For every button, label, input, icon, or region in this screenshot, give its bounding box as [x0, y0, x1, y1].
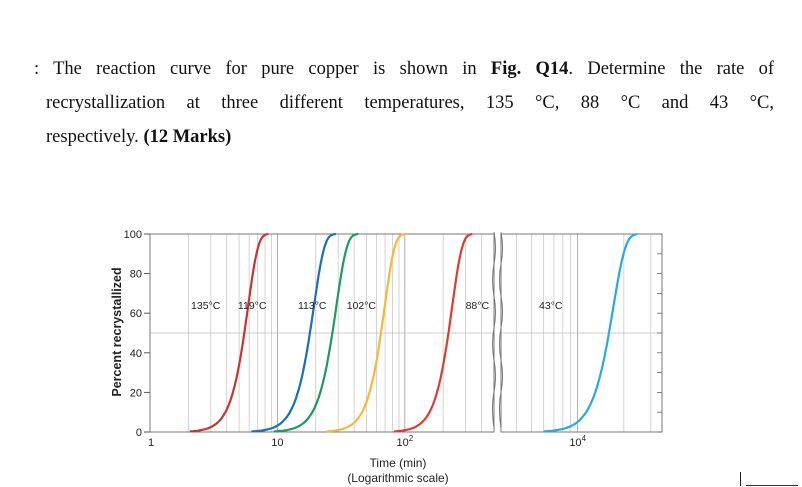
axis-break-right: [499, 231, 503, 429]
x-tick-label: 1: [148, 437, 154, 449]
series-curve: [273, 233, 359, 433]
y-axis-label: Percent recrystallized: [110, 267, 124, 396]
y-tick-label: 100: [124, 229, 142, 241]
x-axis-sublabel: (Logarithmic scale): [347, 471, 448, 485]
x-axis-label: Time (min): [370, 456, 427, 470]
question-line3: respectively.: [46, 127, 139, 147]
question-prefix: : The reaction curve for pure copper is …: [34, 59, 477, 79]
chart-labels: 0 20 40 60 80 100 1 10 102 104 135°C 119°C 113°C 102°…: [124, 229, 587, 449]
marks-label: (12 Marks): [143, 127, 232, 147]
series-curve: [326, 233, 406, 433]
y-tick-label: 20: [130, 387, 142, 399]
series-curve: [251, 233, 337, 433]
series-curve: [393, 233, 473, 433]
series-curve: [543, 233, 638, 433]
chart-grid: [150, 234, 662, 432]
question-line1-rest: . Determine the rate of: [568, 59, 775, 79]
x-tick-label: 104: [569, 434, 586, 449]
question-text: : The reaction curve for pure copper is …: [34, 52, 774, 154]
question-line2: recrystallization at three different tem…: [46, 93, 774, 113]
plot-frame-left: [149, 233, 495, 433]
axis-break-left: [492, 231, 496, 429]
y-tick-label: 80: [130, 269, 142, 281]
x-tick-label: 10: [271, 437, 283, 449]
chart-series: [189, 233, 638, 433]
text-cursor: [740, 472, 741, 486]
series-label: 102°C: [347, 300, 377, 312]
x-tick-label: 102: [396, 434, 413, 449]
series-label: 119°C: [238, 300, 267, 312]
figure-reference: Fig. Q14: [490, 59, 569, 79]
y-tick-label: 60: [130, 308, 142, 320]
y-tick-label: 40: [130, 348, 142, 360]
series-label: 113°C: [298, 300, 327, 312]
series-curve: [189, 233, 269, 433]
underline-field[interactable]: [746, 485, 798, 486]
series-label: 43°C: [539, 300, 563, 312]
series-label: 135°C: [191, 300, 221, 312]
series-label: 88°C: [466, 300, 490, 312]
y-tick-label: 0: [136, 427, 142, 439]
chart-frame: [144, 231, 663, 433]
